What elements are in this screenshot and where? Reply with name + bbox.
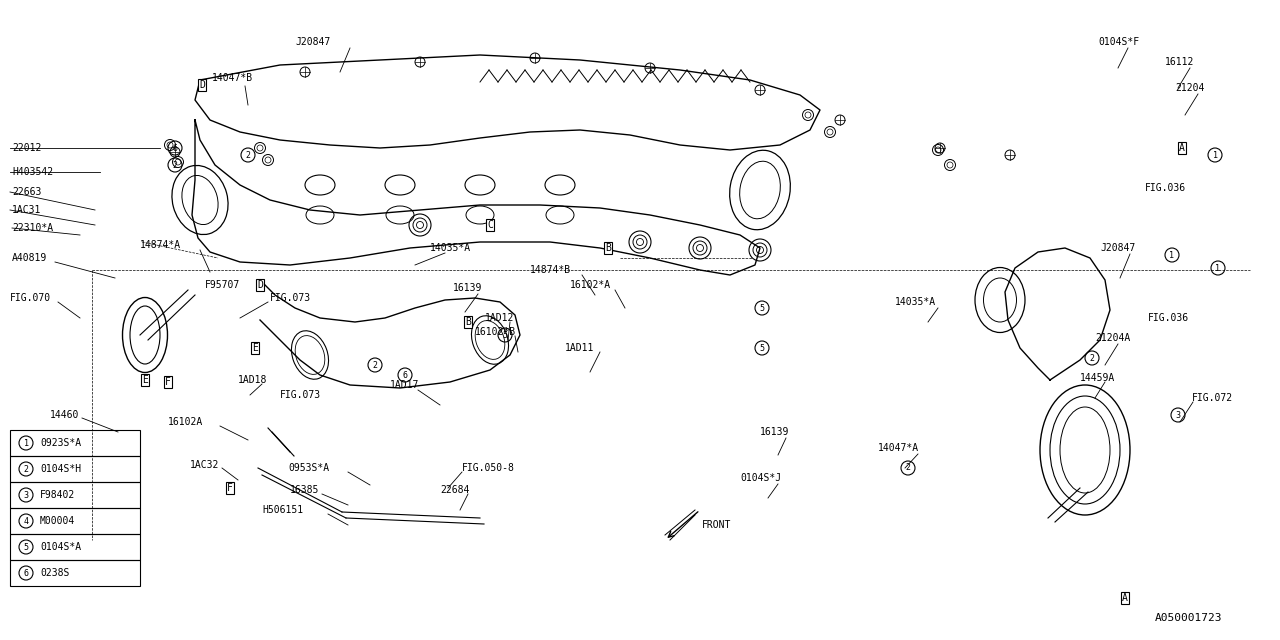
Text: 16102*B: 16102*B [475,327,516,337]
Text: 5: 5 [759,344,764,353]
Bar [10,508,140,534]
Text: 16139: 16139 [760,427,790,437]
Text: 6: 6 [23,568,28,577]
Text: FIG.050-8: FIG.050-8 [462,463,515,473]
Text: 0104S*H: 0104S*H [40,464,81,474]
Text: 2: 2 [905,463,910,472]
Text: C: C [488,220,493,230]
Text: 1AC32: 1AC32 [189,460,219,470]
Text: H506151: H506151 [262,505,303,515]
Text: B: B [465,317,471,327]
Text: 1AD11: 1AD11 [564,343,594,353]
Text: 14035*A: 14035*A [430,243,471,253]
Text: 1: 1 [23,438,28,447]
Text: 16102A: 16102A [168,417,204,427]
Text: FIG.072: FIG.072 [1192,393,1233,403]
Text: F: F [227,483,233,493]
Text: J20847: J20847 [294,37,330,47]
Text: 0104S*J: 0104S*J [740,473,781,483]
Bar [10,456,140,482]
Text: FIG.036: FIG.036 [1146,183,1187,193]
Text: E: E [142,375,148,385]
Text: 16139: 16139 [453,283,483,293]
Text: A050001723: A050001723 [1155,613,1222,623]
Text: 14035*A: 14035*A [895,297,936,307]
Text: FRONT: FRONT [701,520,731,530]
Text: 0104S*F: 0104S*F [1098,37,1139,47]
Text: 1: 1 [1170,250,1175,259]
Text: 2: 2 [372,360,378,369]
Text: 6: 6 [173,143,178,152]
Text: J20847: J20847 [1100,243,1135,253]
Text: 14460: 14460 [50,410,79,420]
Text: H403542: H403542 [12,167,54,177]
Text: 22310*A: 22310*A [12,223,54,233]
Text: 14874*A: 14874*A [140,240,182,250]
Text: 14874*B: 14874*B [530,265,571,275]
Text: 5: 5 [503,330,507,339]
Text: 1AC31: 1AC31 [12,205,41,215]
Text: 14047*A: 14047*A [878,443,919,453]
Text: 6: 6 [402,371,407,380]
Text: 1: 1 [1212,150,1217,159]
Text: 2: 2 [1089,353,1094,362]
Text: 16385: 16385 [291,485,320,495]
Text: F95707: F95707 [205,280,241,290]
Text: F: F [165,377,172,387]
Text: 14459A: 14459A [1080,373,1115,383]
Text: 2: 2 [23,465,28,474]
Text: F98402: F98402 [40,490,76,500]
Text: 22663: 22663 [12,187,41,197]
Text: 16102*A: 16102*A [570,280,611,290]
Text: 5: 5 [23,543,28,552]
Text: 21204A: 21204A [1094,333,1130,343]
Text: 0953S*A: 0953S*A [288,463,329,473]
Text: 22684: 22684 [440,485,470,495]
Text: 5: 5 [759,303,764,312]
Text: 4: 4 [23,516,28,525]
Text: FIG.073: FIG.073 [270,293,311,303]
Text: 2: 2 [173,161,178,170]
Text: 21204: 21204 [1175,83,1204,93]
Text: 1AD18: 1AD18 [238,375,268,385]
Text: 1AD12: 1AD12 [485,313,515,323]
Bar [10,560,140,586]
Text: 2: 2 [246,150,251,159]
Text: D: D [200,80,205,90]
Text: FIG.073: FIG.073 [280,390,321,400]
Text: A: A [1179,143,1185,153]
Text: 1AD17: 1AD17 [390,380,420,390]
Text: 1: 1 [1216,264,1221,273]
Text: E: E [252,343,259,353]
Text: B: B [605,243,611,253]
Text: 0923S*A: 0923S*A [40,438,81,448]
Bar [10,534,140,560]
Text: 22012: 22012 [12,143,41,153]
Text: M00004: M00004 [40,516,76,526]
Text: D: D [257,280,262,290]
Text: 3: 3 [1175,410,1180,419]
Text: FIG.070: FIG.070 [10,293,51,303]
Bar [10,430,140,456]
Text: A: A [1123,593,1128,603]
Text: 0238S: 0238S [40,568,69,578]
Text: 0104S*A: 0104S*A [40,542,81,552]
Text: 16112: 16112 [1165,57,1194,67]
Bar [10,482,140,508]
Text: A40819: A40819 [12,253,47,263]
Text: 3: 3 [23,490,28,499]
Text: 14047*B: 14047*B [212,73,253,83]
Text: FIG.036: FIG.036 [1148,313,1189,323]
